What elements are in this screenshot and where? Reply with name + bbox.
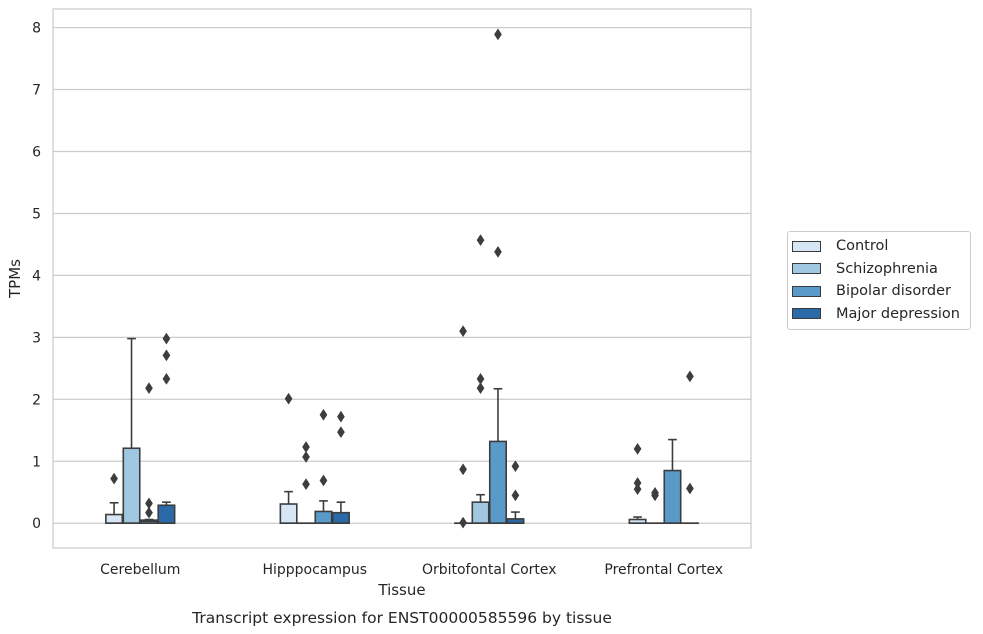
legend-label: Control <box>836 238 889 255</box>
outlier-point <box>302 441 310 453</box>
outlier-point <box>476 234 485 247</box>
outlier-point <box>633 483 642 496</box>
outlier-point <box>476 372 485 385</box>
box-3-1 <box>645 486 665 525</box>
outlier-point <box>511 460 520 473</box>
box-2-3 <box>506 460 525 525</box>
x-tick-label: Hipppocampus <box>262 562 367 578</box>
box-2-0 <box>454 325 473 529</box>
outlier-point <box>145 497 153 510</box>
x-tick-label: Cerebellum <box>100 562 180 578</box>
y-tick-label: 5 <box>32 206 41 222</box>
y-tick-label: 8 <box>32 21 41 37</box>
box <box>471 501 490 525</box>
box <box>331 511 350 525</box>
legend-label: Schizophrenia <box>836 260 938 277</box>
x-tick-label: Prefrontal Cortex <box>604 562 723 578</box>
box-1-3 <box>331 410 350 525</box>
outlier-point <box>319 474 328 487</box>
outlier-point <box>337 426 345 439</box>
outlier-point <box>459 325 467 338</box>
outlier-point <box>145 382 153 395</box>
outlier-point <box>494 28 502 41</box>
legend-label: Bipolar disorder <box>836 283 951 300</box>
y-tick-label: 1 <box>32 454 41 470</box>
outlier-point <box>459 516 467 529</box>
box <box>314 510 333 525</box>
x-axis-label: Tissue <box>377 581 425 599</box>
legend-swatch <box>792 285 821 297</box>
x-tick-labels: Cerebellum Hipppocampus Orbitofontal Corte… <box>100 562 723 578</box>
box-0-1 <box>122 337 141 525</box>
outlier-point <box>162 372 171 385</box>
outlier-point <box>145 506 153 519</box>
box <box>157 504 176 525</box>
y-tick-label: 6 <box>32 144 41 160</box>
box-plots <box>105 28 699 529</box>
y-tick-label: 4 <box>32 268 41 284</box>
outlier-point <box>633 476 642 489</box>
outlier-point <box>459 463 467 476</box>
box-3-3 <box>680 370 699 525</box>
legend-swatch <box>792 240 821 252</box>
box-1-2 <box>314 408 333 525</box>
chart-caption: Transcript expression for ENST0000058559… <box>191 609 612 627</box>
box-2-2 <box>488 28 508 525</box>
outlier-point <box>162 349 171 362</box>
box-1-1 <box>296 441 316 525</box>
outlier-point <box>302 478 310 491</box>
box-1-0 <box>279 392 298 525</box>
box <box>122 447 141 525</box>
legend-item: Bipolar disorder <box>788 280 970 303</box>
box-3-2 <box>663 438 682 525</box>
box-3-0 <box>628 442 647 525</box>
legend: Control Schizophrenia Bipolar disorder Majo… <box>787 231 971 330</box>
outlier-point <box>476 382 485 395</box>
gridlines <box>53 26 751 524</box>
outlier-point <box>319 408 328 421</box>
y-tick-labels: 0 1 2 3 4 5 6 7 8 <box>32 21 41 533</box>
legend-item: Control <box>788 235 970 258</box>
outlier-point <box>302 450 310 463</box>
outlier-point <box>651 486 659 499</box>
box <box>488 440 508 525</box>
outlier-point <box>686 370 694 383</box>
legend-swatch <box>792 308 821 320</box>
legend-item: Schizophrenia <box>788 258 970 281</box>
y-tick-label: 3 <box>32 330 41 346</box>
outlier-point <box>162 332 171 345</box>
legend-label: Major depression <box>836 305 960 322</box>
outlier-point <box>337 410 345 423</box>
box <box>663 469 682 525</box>
outlier-point <box>633 442 642 455</box>
plot-frame <box>52 8 752 549</box>
legend-swatch <box>792 263 821 275</box>
outlier-point <box>511 489 520 502</box>
y-axis-label: TPMs <box>6 259 24 299</box>
box-2-1 <box>471 234 490 525</box>
box <box>105 513 124 525</box>
y-tick-label: 2 <box>32 392 41 408</box>
legend-item: Major depression <box>788 303 970 326</box>
outlier-point <box>686 482 694 495</box>
outlier-point <box>494 245 502 258</box>
y-tick-label: 0 <box>32 516 41 532</box>
outlier-point <box>110 472 118 485</box>
x-tick-label: Orbitofontal Cortex <box>422 562 557 578</box>
y-tick-label: 7 <box>32 83 41 99</box>
box-0-0 <box>105 472 124 525</box>
outlier-point <box>284 392 293 405</box>
box <box>279 503 298 525</box>
box-0-2 <box>139 382 159 525</box>
box-0-3 <box>157 332 176 525</box>
